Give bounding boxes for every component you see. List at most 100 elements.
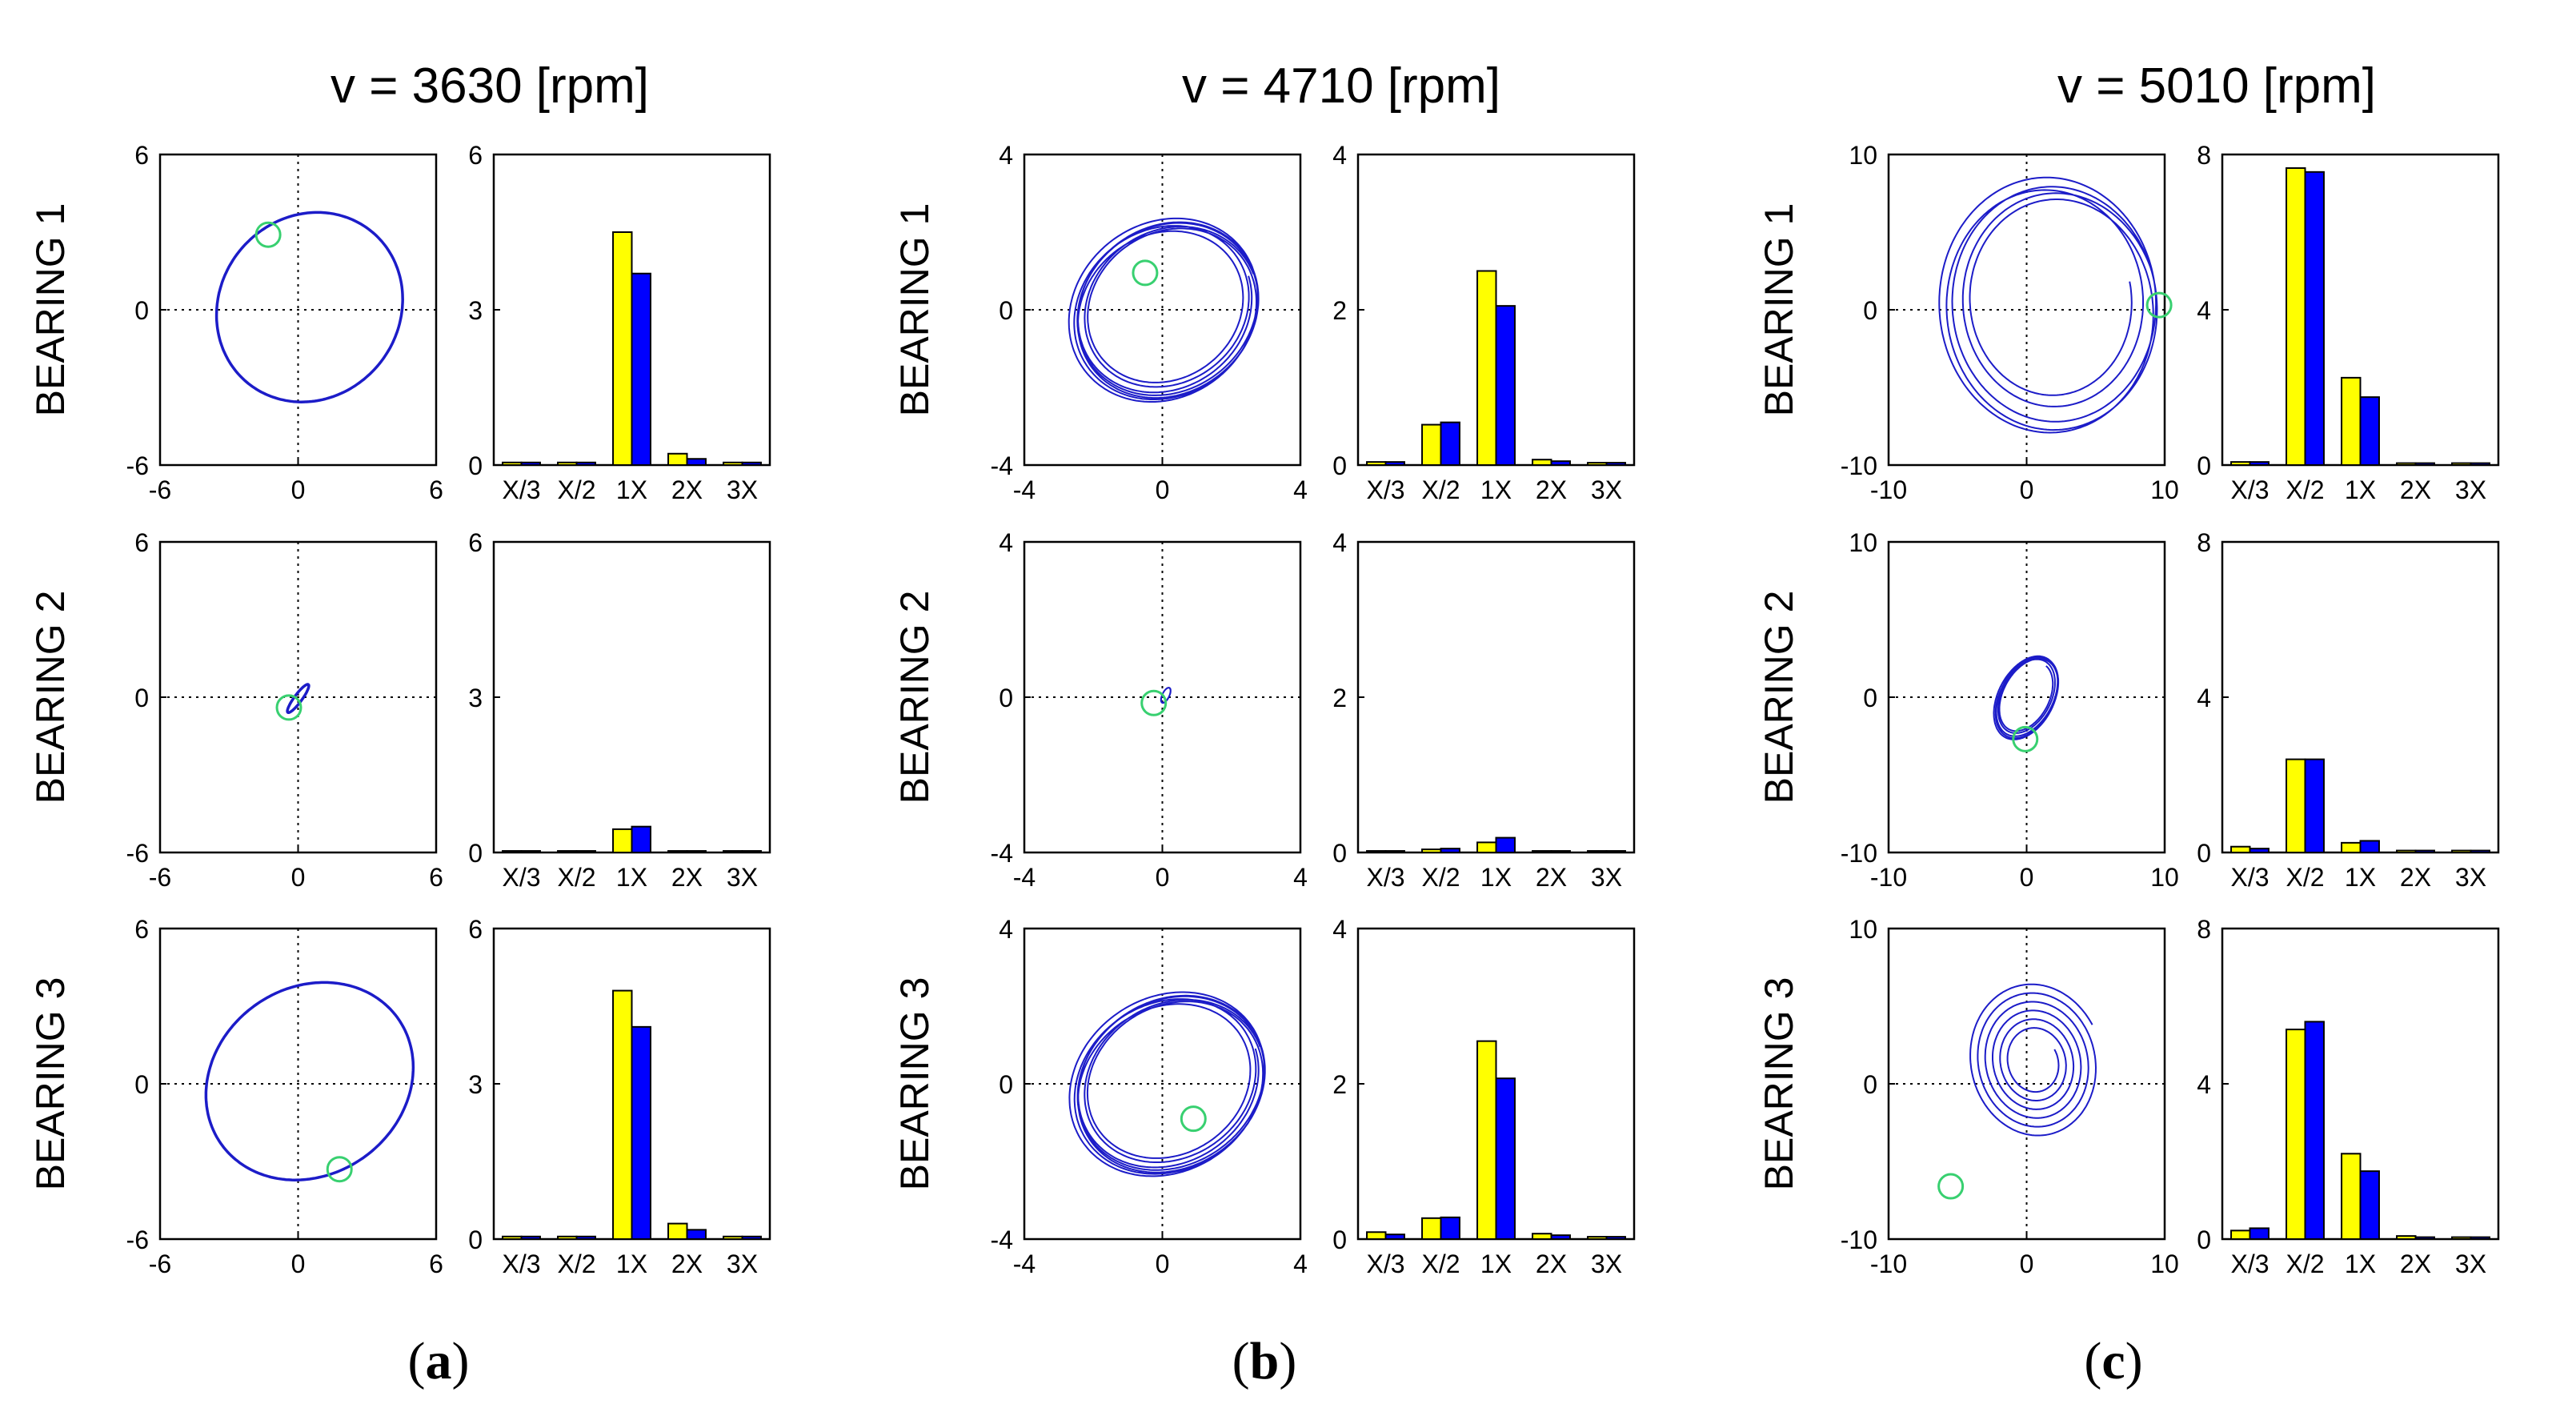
spectrum-category-label: 3X [727, 863, 758, 892]
orbit-x-tick-label: 10 [2150, 1250, 2179, 1278]
orbit-x-tick-label: 6 [429, 863, 443, 892]
orbit-x-tick-label: 0 [1156, 475, 1170, 504]
spectrum-y-tick-label: 6 [468, 528, 483, 557]
orbit-y-tick-label: 0 [134, 1070, 149, 1099]
spectrum-y-tick-label: 0 [468, 839, 483, 868]
spectrum-category-label: 1X [2345, 863, 2376, 892]
spectrum-category-label: 3X [2455, 475, 2486, 504]
orbit-x-tick-label: 0 [2020, 863, 2034, 892]
spectrum-bar-blue [631, 1025, 651, 1241]
spectrum-bar-blue [686, 1229, 707, 1240]
panel-label: (a) [408, 1332, 470, 1390]
row-label: BEARING 2 [28, 591, 73, 804]
spectrum-category-label: X/3 [2230, 1250, 2269, 1278]
orbit-x-tick-label: 10 [2150, 475, 2179, 504]
panel-label-close: ) [1279, 1332, 1296, 1390]
spectrum-bar-blue [1440, 1216, 1460, 1240]
orbit-start-marker [254, 221, 282, 248]
spectrum-bar-yellow [502, 850, 523, 854]
spectrum-category-label: 1X [1480, 475, 1512, 504]
spectrum-category-label: X/2 [2286, 475, 2324, 504]
spectrum-y-tick-label: 4 [2197, 684, 2211, 712]
spectrum-bar-yellow [502, 461, 523, 466]
spectrum-category-label: 3X [1591, 863, 1622, 892]
spectrum-y-tick-label: 0 [468, 451, 483, 480]
spectrum-bar-yellow [557, 1235, 578, 1241]
spectrum-bar-blue [2249, 461, 2270, 466]
spectrum-y-tick-label: 4 [2197, 1070, 2211, 1099]
orbit-x-tick-label: 0 [2020, 475, 2034, 504]
spectrum-plot-frame [2221, 540, 2500, 854]
orbit-y-tick-label: 6 [134, 528, 149, 557]
spectrum-category-label: X/2 [557, 475, 595, 504]
orbit-y-tick-label: -10 [1841, 839, 1877, 868]
orbit-trace-group [1068, 991, 1266, 1177]
spectrum-bar-blue [1495, 1077, 1516, 1240]
spectrum-bar-blue [2304, 1021, 2325, 1241]
orbit-y-tick-label: -10 [1841, 1225, 1877, 1254]
orbit-trace-group [1938, 176, 2158, 434]
spectrum-category-label: 2X [671, 475, 703, 504]
spectrum-category-label: 2X [2400, 475, 2431, 504]
spectrum-bar-blue [741, 850, 762, 854]
spectrum-bar-yellow [2341, 1153, 2362, 1241]
orbit-y-tick-label: 4 [999, 141, 1013, 170]
spectrum-bar-blue [2304, 758, 2325, 853]
row-label: BEARING 2 [1757, 591, 1801, 804]
spectrum-category-label: X/3 [2230, 863, 2269, 892]
orbit-x-tick-label: 4 [1293, 475, 1308, 504]
spectrum-bar-blue [741, 1235, 762, 1241]
orbit-start-marker [1132, 259, 1159, 287]
spectrum-category-label: X/2 [1421, 863, 1460, 892]
spectrum-bar-yellow [2341, 841, 2362, 853]
spectrum-bar-blue [2359, 840, 2380, 853]
spectrum-y-tick-label: 8 [2197, 141, 2211, 170]
orbit-y-tick-label: 6 [134, 141, 149, 170]
orbit-y-tick-label: -4 [991, 839, 1013, 868]
orbit-x-tick-label: 4 [1293, 1250, 1308, 1278]
spectrum-bar-blue [2470, 1236, 2490, 1240]
orbit-start-marker [1140, 689, 1168, 716]
panel-label-open: ( [408, 1332, 426, 1390]
orbit-x-tick-label: -4 [1013, 1250, 1036, 1278]
spectrum-category-label: X/3 [2230, 475, 2269, 504]
spectrum-bar-yellow [723, 850, 743, 854]
orbit-x-tick-label: 6 [429, 1250, 443, 1278]
spectrum-bar-yellow [2230, 461, 2251, 466]
spectrum-bar-blue [1550, 850, 1571, 854]
orbit-trace-group [286, 683, 310, 715]
spectrum-bar-blue [2414, 1236, 2435, 1240]
spectrum-category-label: 2X [1536, 1250, 1567, 1278]
spectrum-category-label: X/2 [557, 863, 595, 892]
spectrum-y-tick-label: 0 [1332, 451, 1347, 480]
row-label: BEARING 3 [1757, 977, 1801, 1191]
spectrum-category-label: 1X [616, 475, 647, 504]
row-label: BEARING 2 [892, 591, 937, 804]
spectrum-plot-frame [1356, 540, 1636, 854]
spectrum-category-label: 2X [2400, 1250, 2431, 1278]
spectrum-bar-yellow [1476, 841, 1497, 854]
spectrum-category-label: X/2 [557, 1250, 595, 1278]
spectrum-bar-yellow [1366, 850, 1387, 854]
orbit-trace [1993, 655, 2060, 740]
spectrum-bar-blue [2249, 848, 2270, 854]
spectrum-bar-yellow [1421, 848, 1442, 853]
spectrum-y-tick-label: 0 [1332, 839, 1347, 868]
orbit-y-tick-label: -4 [991, 451, 1013, 480]
spectrum-bar-yellow [2396, 462, 2417, 467]
spectrum-category-label: 2X [671, 1250, 703, 1278]
panel-label-close: ) [2125, 1332, 2143, 1390]
orbit-trace-group [1068, 217, 1260, 403]
spectrum-y-tick-label: 6 [468, 141, 483, 170]
panel-label-open: ( [1232, 1332, 1250, 1390]
spectrum-bar-blue [1550, 460, 1571, 467]
spectrum-bar-blue [2414, 849, 2435, 853]
spectrum-category-label: X/3 [502, 1250, 540, 1278]
orbit-y-tick-label: 6 [134, 915, 149, 944]
orbit-y-tick-label: 10 [1849, 915, 1877, 944]
column-title: v = 4710 [rpm] [1182, 58, 1500, 114]
orbit-y-tick-label: -10 [1841, 451, 1877, 480]
spectrum-bar-yellow [612, 231, 633, 466]
panel-label-close: ) [452, 1332, 470, 1390]
